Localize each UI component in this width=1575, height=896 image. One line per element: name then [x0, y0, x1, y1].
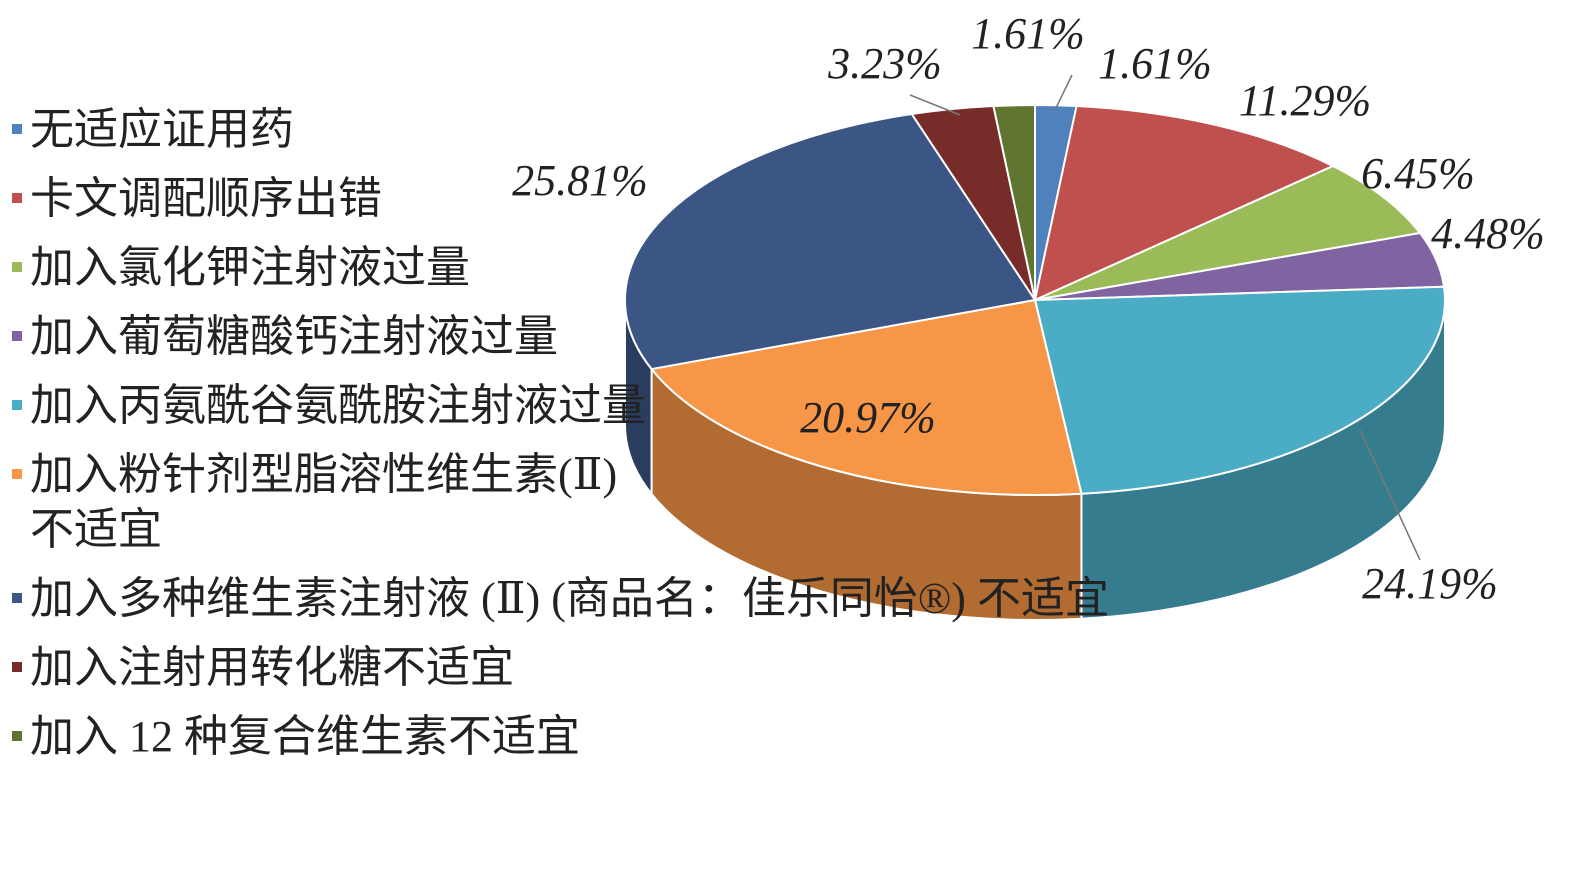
legend-label: 加入粉针剂型脂溶性维生素(Ⅱ)不适宜: [30, 450, 618, 554]
leader-line: [909, 94, 961, 116]
legend: 无适应证用药卡文调配顺序出错加入氯化钾注射液过量加入葡萄糖酸钙注射液过量加入丙氨…: [8, 102, 1109, 764]
data-label: 3.23%: [827, 39, 942, 88]
data-label: 20.97%: [800, 393, 936, 442]
legend-item: 加入葡萄糖酸钙注射液过量: [8, 309, 660, 364]
slice: [1034, 164, 1422, 301]
data-label: 4.48%: [1431, 209, 1545, 258]
data-label: 25.81%: [512, 156, 648, 205]
legend-item: 加入粉针剂型脂溶性维生素(Ⅱ)不适宜: [8, 447, 660, 557]
legend-item: 加入 12 种复合维生素不适宜: [8, 709, 1109, 764]
slice: [649, 298, 1083, 496]
legend-swatch: [12, 193, 22, 203]
legend-item: 加入丙氨酰谷氨酰胺注射液过量: [8, 378, 660, 433]
legend-item: 卡文调配顺序出错: [8, 171, 660, 226]
legend-label: 加入 12 种复合维生素不适宜: [30, 712, 580, 761]
data-label: 11.29%: [1239, 76, 1371, 125]
legend-swatch: [12, 331, 22, 341]
legend-label: 加入葡萄糖酸钙注射液过量: [30, 312, 558, 361]
slice: [1033, 285, 1446, 495]
legend-swatch: [12, 469, 22, 479]
legend-label: 加入多种维生素注射液 (Ⅱ) (商品名：佳乐同怡®) 不适宜: [30, 574, 1109, 623]
legend-swatch: [12, 731, 22, 741]
legend-label: 加入氯化钾注射液过量: [30, 243, 470, 292]
legend-label: 加入丙氨酰谷氨酰胺注射液过量: [30, 381, 646, 430]
data-label: 6.45%: [1361, 149, 1475, 198]
legend-label: 加入注射用转化糖不适宜: [30, 643, 514, 692]
legend-swatch: [12, 262, 22, 272]
data-label: 1.61%: [971, 9, 1085, 58]
legend-label: 无适应证用药: [30, 105, 294, 154]
slice: [624, 112, 1037, 371]
legend-item: 无适应证用药: [8, 102, 660, 157]
legend-item: 加入氯化钾注射液过量: [8, 240, 660, 295]
legend-swatch: [12, 400, 22, 410]
leader-line: [1359, 429, 1421, 561]
legend-item: 加入多种维生素注射液 (Ⅱ) (商品名：佳乐同怡®) 不适宜: [8, 571, 1109, 626]
legend-swatch: [12, 662, 22, 672]
legend-item: 加入注射用转化糖不适宜: [8, 640, 1109, 695]
data-label: 24.19%: [1362, 559, 1498, 608]
slice: [992, 103, 1036, 301]
leader-line: [1054, 74, 1073, 111]
legend-swatch: [12, 593, 22, 603]
data-label: 1.61%: [1098, 39, 1212, 88]
legend-label: 卡文调配顺序出错: [30, 174, 382, 223]
legend-swatch: [12, 124, 22, 134]
slice: [1033, 104, 1336, 302]
